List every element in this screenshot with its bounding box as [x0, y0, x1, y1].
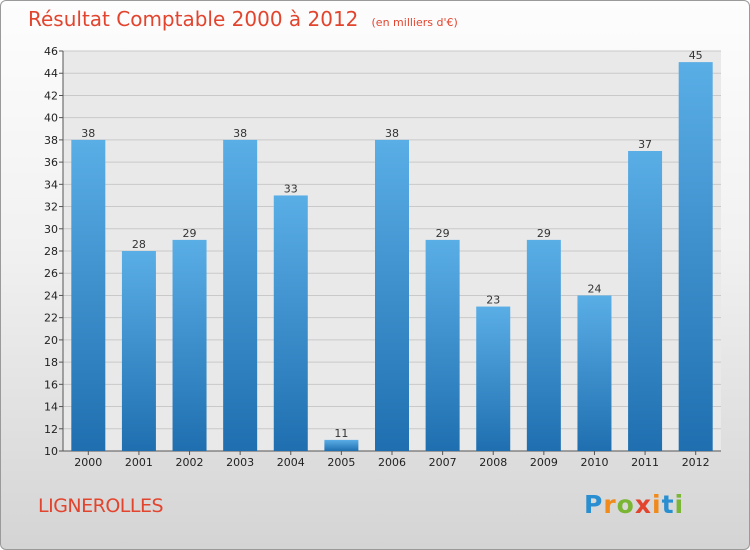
title-row: Résultat Comptable 2000 à 2012 (en milli… [28, 7, 458, 31]
y-tick-label: 16 [44, 378, 58, 391]
bar [71, 139, 106, 451]
commune-name: LIGNEROLLES [38, 495, 164, 517]
y-tick-label: 40 [44, 112, 58, 125]
y-tick-label: 46 [44, 45, 58, 58]
x-tick-label: 2009 [530, 456, 558, 469]
logo-letter: r [603, 490, 617, 519]
bar-value-label: 29 [436, 227, 450, 240]
y-tick-label: 18 [44, 356, 58, 369]
bar [476, 306, 511, 451]
y-tick-label: 36 [44, 156, 58, 169]
y-tick-label: 24 [44, 289, 58, 302]
bar [121, 251, 156, 451]
x-tick-label: 2004 [277, 456, 305, 469]
x-tick-label: 2006 [378, 456, 406, 469]
bar [223, 139, 258, 451]
bar [425, 239, 460, 451]
bar-value-label: 24 [587, 282, 601, 295]
y-tick-label: 10 [44, 445, 58, 458]
bar-value-label: 37 [638, 138, 652, 151]
x-tick-label: 2001 [125, 456, 153, 469]
bar-value-label: 11 [334, 427, 348, 440]
x-tick-label: 2008 [479, 456, 507, 469]
x-tick-label: 2010 [580, 456, 608, 469]
y-tick-label: 28 [44, 245, 58, 258]
y-tick-label: 34 [44, 178, 58, 191]
bar-value-label: 38 [233, 127, 247, 140]
bar [172, 239, 207, 451]
bar-value-label: 38 [81, 127, 95, 140]
logo-letter: i [652, 490, 662, 519]
bar [273, 195, 308, 451]
y-tick-label: 22 [44, 312, 58, 325]
bar [678, 62, 713, 451]
y-tick-label: 32 [44, 201, 58, 214]
bar-value-label: 45 [689, 49, 703, 62]
bar-value-label: 38 [385, 127, 399, 140]
x-tick-label: 2002 [176, 456, 204, 469]
bar [324, 439, 359, 451]
x-tick-label: 2003 [226, 456, 254, 469]
logo-letter: i [674, 490, 685, 519]
x-tick-label: 2000 [74, 456, 102, 469]
logo-letter: t [661, 490, 675, 519]
logo-letter: P [584, 490, 604, 519]
bar-value-label: 29 [537, 227, 551, 240]
logo-letter: o [616, 490, 635, 519]
y-tick-label: 30 [44, 223, 58, 236]
bar-value-label: 28 [132, 238, 146, 251]
bar-value-label: 23 [486, 294, 500, 307]
bar [577, 295, 612, 451]
proxiti-logo: Proxiti [584, 490, 684, 519]
y-tick-label: 14 [44, 401, 58, 414]
bar [375, 139, 409, 451]
bar-value-label: 33 [284, 182, 298, 195]
bar [526, 239, 561, 451]
y-tick-label: 38 [44, 134, 58, 147]
y-tick-label: 44 [44, 67, 58, 80]
y-tick-label: 42 [44, 89, 58, 102]
x-tick-label: 2007 [429, 456, 457, 469]
bar-value-label: 29 [183, 227, 197, 240]
y-tick-label: 12 [44, 423, 58, 436]
logo-letter: x [634, 490, 652, 519]
x-tick-label: 2011 [631, 456, 659, 469]
y-tick-label: 26 [44, 267, 58, 280]
chart-subtitle: (en milliers d'€) [371, 16, 458, 29]
x-tick-label: 2012 [682, 456, 710, 469]
chart-title: Résultat Comptable 2000 à 2012 [28, 7, 359, 31]
bar [628, 151, 663, 451]
y-tick-label: 20 [44, 334, 58, 347]
x-tick-label: 2005 [327, 456, 355, 469]
